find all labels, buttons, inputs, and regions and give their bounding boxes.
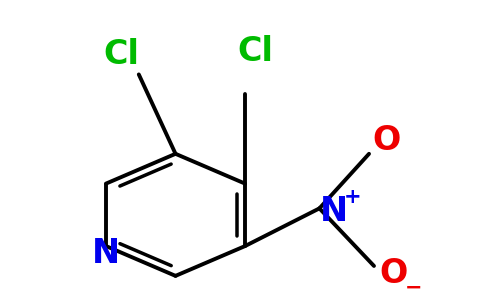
Text: Cl: Cl — [103, 38, 139, 71]
Text: +: + — [343, 188, 361, 208]
Text: N: N — [92, 236, 120, 269]
Text: O: O — [380, 257, 408, 290]
Text: Cl: Cl — [237, 35, 273, 68]
Text: −: − — [405, 278, 423, 298]
Text: N: N — [320, 195, 348, 228]
Text: O: O — [373, 124, 401, 158]
